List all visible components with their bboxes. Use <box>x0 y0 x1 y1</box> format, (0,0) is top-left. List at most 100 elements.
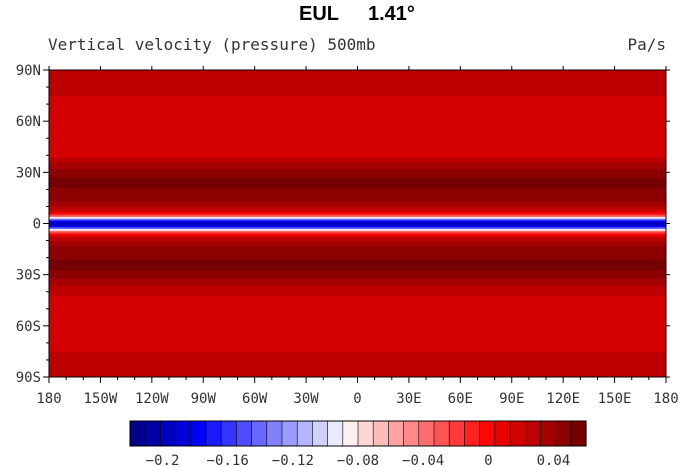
colorbar-swatch <box>388 420 405 447</box>
heatmap-band <box>49 252 666 255</box>
heatmap-band <box>49 291 666 294</box>
x-tick-label: 30W <box>293 391 319 407</box>
heatmap-band <box>49 143 666 146</box>
heatmap-band <box>49 271 666 274</box>
heatmap-band <box>49 269 666 272</box>
heatmap-band <box>49 337 666 340</box>
colorbar-tick-label: −0.16 <box>207 453 249 467</box>
heatmap-band <box>49 313 666 316</box>
heatmap-band <box>49 124 666 127</box>
colorbar-swatch <box>129 420 146 447</box>
heatmap-band <box>49 136 666 139</box>
colorbar-swatch <box>236 420 253 447</box>
heatmap-band <box>49 83 666 86</box>
heatmap-band <box>49 286 666 289</box>
heatmap-band <box>49 243 666 247</box>
heatmap-band <box>49 110 666 114</box>
heatmap-band <box>49 358 666 361</box>
heatmap-band <box>49 220 666 223</box>
heatmap-band <box>49 315 666 318</box>
heatmap-band <box>49 341 666 344</box>
colorbar-swatch <box>479 420 496 447</box>
heatmap-band <box>49 158 666 161</box>
units-label: Pa/s <box>627 35 666 54</box>
heatmap-band <box>49 334 666 337</box>
heatmap-band <box>49 257 666 260</box>
heatmap-band <box>49 71 666 74</box>
heatmap-band <box>49 223 666 226</box>
colorbar-swatch <box>342 420 359 447</box>
heatmap-band <box>49 375 666 378</box>
heatmap-band <box>49 368 666 371</box>
heatmap-band <box>49 182 666 185</box>
heatmap-band <box>49 116 666 119</box>
heatmap-band <box>49 296 666 299</box>
heatmap-band <box>49 177 666 180</box>
heatmap-band <box>49 216 666 219</box>
heatmap-band <box>49 283 666 286</box>
colorbar-swatch <box>372 420 390 447</box>
heatmap-band <box>49 305 666 308</box>
x-tick-label: 30E <box>396 391 421 407</box>
heatmap-band <box>49 288 666 291</box>
heatmap-band <box>49 114 666 117</box>
colorbar-swatch <box>403 420 420 447</box>
heatmap-band <box>49 322 666 325</box>
heatmap-band <box>49 148 666 151</box>
heatmap-band <box>49 138 666 141</box>
heatmap-band <box>49 281 666 284</box>
heatmap-band <box>49 191 666 194</box>
heatmap-band <box>49 261 666 264</box>
heatmap-band <box>49 134 666 137</box>
heatmap-band <box>49 330 666 334</box>
heatmap-band <box>49 150 666 153</box>
heatmap-band <box>49 187 666 190</box>
heatmap-band <box>49 80 666 83</box>
heatmap-band <box>49 95 666 98</box>
heatmap-band <box>49 348 666 351</box>
heatmap-band <box>49 353 666 356</box>
heatmap-band <box>49 165 666 168</box>
colorbar-tick-label: 0.04 <box>537 453 571 467</box>
heatmap-band <box>49 78 666 81</box>
heatmap-band <box>49 307 666 310</box>
colorbar-swatch <box>160 420 177 447</box>
heatmap-band <box>49 317 666 320</box>
heatmap-band <box>49 112 666 115</box>
heatmap-band <box>49 264 666 267</box>
heatmap-band <box>49 199 666 202</box>
y-tick-label: 0 <box>33 217 41 233</box>
heatmap-band <box>49 232 666 235</box>
heatmap-band <box>49 156 666 160</box>
x-tick-label: 150W <box>84 391 118 407</box>
heatmap-band <box>49 274 666 277</box>
heatmap-band <box>49 249 666 252</box>
heatmap-band <box>49 221 666 224</box>
heatmap-band <box>49 247 666 250</box>
colorbar-tick-label: −0.04 <box>402 453 444 467</box>
x-tick-label: 90E <box>499 391 524 407</box>
heatmap-band <box>49 196 666 199</box>
heatmap-band <box>49 88 666 91</box>
heatmap-band <box>49 254 666 257</box>
heatmap-band <box>49 329 666 332</box>
heatmap-band <box>49 255 666 259</box>
colorbar-swatch <box>464 420 481 447</box>
heatmap-band <box>49 117 666 120</box>
heatmap-band <box>49 155 666 158</box>
x-tick-label: 60E <box>448 391 473 407</box>
heatmap-band <box>49 293 666 296</box>
colorbar-swatch <box>540 420 557 447</box>
heatmap-band <box>49 351 666 354</box>
heatmap-band <box>49 324 666 327</box>
heatmap-band <box>49 141 666 144</box>
heatmap-band <box>49 175 666 178</box>
heatmap-band <box>49 308 666 311</box>
heatmap-band <box>49 160 666 163</box>
heatmap-band <box>49 87 666 90</box>
heatmap-band <box>49 133 666 136</box>
heatmap-band <box>49 242 666 245</box>
heatmap-band <box>49 354 666 357</box>
heatmap-band <box>49 259 666 262</box>
heatmap-band <box>49 122 666 125</box>
